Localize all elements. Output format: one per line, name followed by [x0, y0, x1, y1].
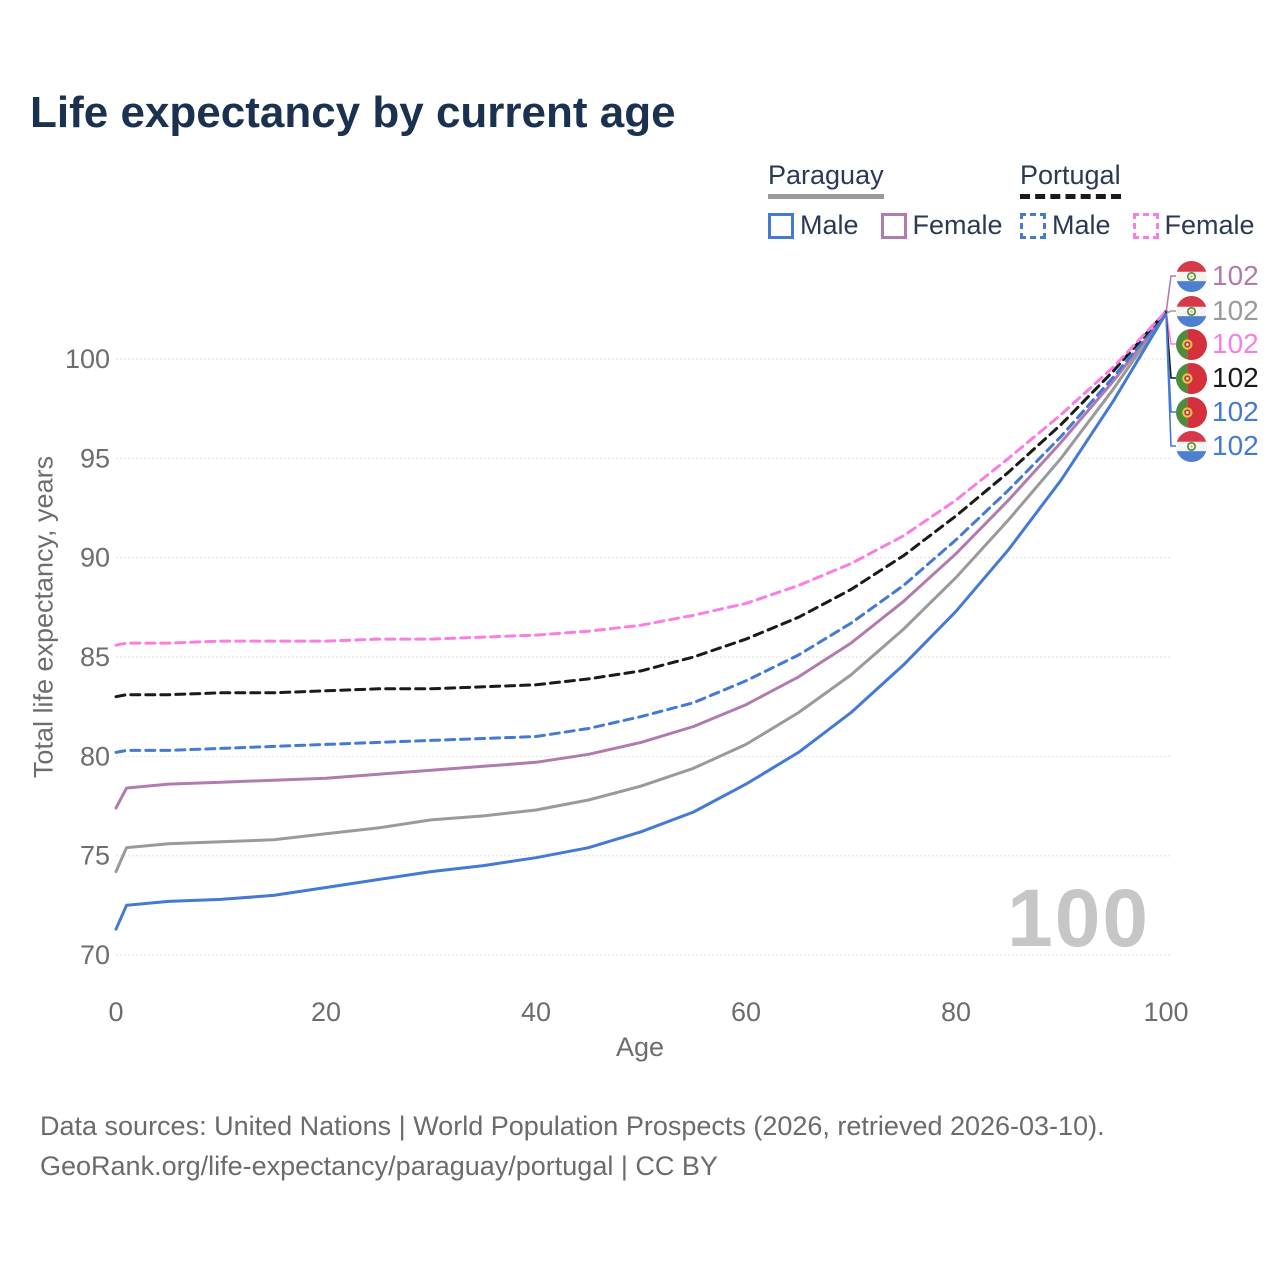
endpoint-value: 102	[1212, 362, 1259, 393]
y-tick-label-85: 85	[80, 642, 110, 672]
legend-item-label: Female	[1164, 210, 1255, 240]
leader-line-paraguay-both-sexes	[1165, 310, 1176, 315]
series-line-portugal-female[interactable]	[114, 309, 1168, 647]
chart-title: Life expectancy by current age	[30, 88, 676, 137]
legend-group-portugal: Portugal Male Female	[1020, 160, 1277, 241]
paraguay-female-swatch-icon	[880, 212, 907, 239]
paraguay-flag-icon	[1176, 260, 1207, 292]
endpoint-value: 102	[1212, 328, 1259, 359]
y-tick-label-90: 90	[80, 543, 110, 573]
x-tick-label-80: 80	[941, 997, 971, 1027]
leader-line-portugal-female	[1165, 311, 1176, 345]
x-tick-label-20: 20	[311, 997, 341, 1027]
series-line-paraguay-male[interactable]	[114, 311, 1168, 931]
endpoint-label-portugal-male[interactable]: 102	[1176, 395, 1259, 429]
portugal-female-swatch-icon	[1132, 212, 1159, 239]
y-tick-label-100: 100	[65, 344, 110, 374]
portugal-male-swatch-icon	[1020, 212, 1046, 239]
age-watermark: 100	[1007, 873, 1150, 964]
legend-item-paraguay-female[interactable]: Female	[880, 210, 1003, 241]
paraguay-flag-icon	[1176, 430, 1207, 462]
legend-item-portugal-female[interactable]: Female	[1132, 210, 1255, 241]
source-attribution: Data sources: United Nations | World Pop…	[40, 1106, 1105, 1186]
endpoint-value: 102	[1212, 430, 1259, 461]
endpoint-value: 102	[1212, 295, 1259, 326]
leader-line-paraguay-male	[1165, 313, 1176, 447]
y-tick-label-95: 95	[80, 443, 110, 473]
legend-item-label: Male	[1052, 210, 1111, 240]
data-sources-line: Data sources: United Nations | World Pop…	[40, 1111, 1105, 1141]
x-tick-label-60: 60	[731, 997, 761, 1027]
legend-item-paraguay-male[interactable]: Male	[768, 210, 859, 241]
endpoint-value: 102	[1212, 396, 1259, 427]
series-line-portugal-both-sexes[interactable]	[114, 309, 1168, 699]
endpoint-label-portugal-both-sexes[interactable]: 102	[1176, 361, 1259, 395]
x-tick-label-40: 40	[521, 997, 551, 1027]
legend-row-portugal: Male Female	[1020, 210, 1277, 241]
series-line-portugal-male[interactable]	[114, 311, 1168, 754]
series-line-paraguay-both-sexes[interactable]	[114, 311, 1168, 874]
legend-item-label: Female	[912, 210, 1003, 240]
endpoint-label-paraguay-female[interactable]: 102	[1176, 259, 1259, 293]
portugal-flag-icon	[1176, 396, 1207, 428]
legend-country-portugal[interactable]: Portugal	[1020, 160, 1121, 199]
legend-country-paraguay[interactable]: Paraguay	[768, 160, 884, 199]
legend-group-paraguay: Paraguay Male Female	[768, 160, 1025, 241]
y-tick-label-80: 80	[80, 741, 110, 771]
legend-item-label: Male	[800, 210, 859, 240]
portugal-flag-icon	[1176, 362, 1207, 394]
series-line-paraguay-female[interactable]	[114, 311, 1168, 810]
legend-item-portugal-male[interactable]: Male	[1020, 210, 1111, 241]
paraguay-male-swatch-icon	[768, 212, 794, 239]
leader-line-paraguay-female	[1165, 275, 1176, 314]
endpoint-label-paraguay-both-sexes[interactable]: 102	[1176, 294, 1259, 328]
y-tick-label-75: 75	[80, 841, 110, 871]
x-tick-label-100: 100	[1143, 997, 1188, 1027]
paraguay-flag-icon	[1176, 295, 1207, 327]
portugal-flag-icon	[1176, 328, 1207, 360]
georank-link-line[interactable]: GeoRank.org/life-expectancy/paraguay/por…	[40, 1151, 718, 1181]
endpoint-value: 102	[1212, 260, 1259, 291]
endpoint-label-paraguay-male[interactable]: 102	[1176, 429, 1259, 463]
legend-row-paraguay: Male Female	[768, 210, 1025, 241]
y-tick-label-70: 70	[80, 940, 110, 970]
x-tick-label-0: 0	[108, 997, 123, 1027]
endpoint-label-portugal-female[interactable]: 102	[1176, 327, 1259, 361]
x-axis-title: Age	[615, 1032, 665, 1062]
